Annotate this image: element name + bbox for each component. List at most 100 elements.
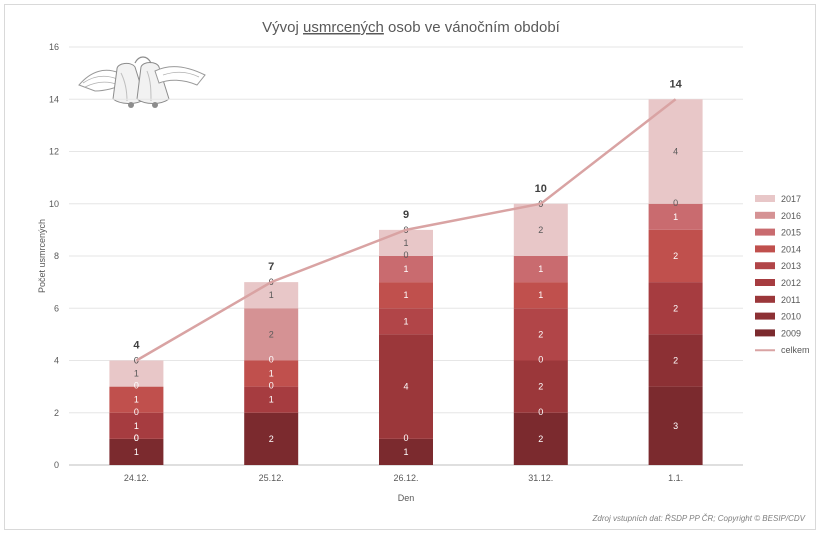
x-tick-label: 31.12. xyxy=(528,473,553,483)
bar-segment-2013 xyxy=(513,308,568,361)
segment-label: 1 xyxy=(134,421,139,431)
total-label: 4 xyxy=(133,340,140,352)
chart-title-part: Vývoj xyxy=(262,19,303,36)
segment-label: 1 xyxy=(134,395,139,405)
bar-segment-2009 xyxy=(379,438,433,465)
bar-segment-2015 xyxy=(648,203,703,230)
bar-segment-2017 xyxy=(379,229,433,256)
y-tick-label: 10 xyxy=(49,199,59,209)
segment-label: 1 xyxy=(403,238,408,248)
segment-label: 3 xyxy=(673,421,678,431)
bar-segment-2012 xyxy=(648,282,703,335)
legend-label: 2015 xyxy=(781,228,801,238)
y-tick-label: 2 xyxy=(54,408,59,418)
segment-label: 1 xyxy=(134,369,139,379)
legend-label: 2011 xyxy=(781,295,800,305)
segment-label: 0 xyxy=(538,407,543,417)
segment-label: 1 xyxy=(269,369,274,379)
segment-label: 1 xyxy=(269,290,274,300)
bar-segment-2014 xyxy=(244,360,299,387)
x-tick-label: 1.1. xyxy=(668,473,683,483)
bar-segment-2011 xyxy=(379,334,433,439)
segment-label: 2 xyxy=(673,251,678,261)
legend-swatch xyxy=(755,228,775,236)
chart-title-part: osob ve vánočním období xyxy=(384,19,561,36)
legend-label: 2013 xyxy=(781,261,801,271)
segment-label: 0 xyxy=(269,355,274,365)
segment-label: 1 xyxy=(538,290,543,300)
bar-segment-2009 xyxy=(109,438,164,465)
bar-segment-2016 xyxy=(244,308,299,361)
chart-title-part: usmrcených xyxy=(303,19,384,36)
y-tick-label: 8 xyxy=(54,251,59,261)
legend-label: 2016 xyxy=(781,211,801,221)
segment-label: 4 xyxy=(403,382,408,392)
legend-swatch xyxy=(755,245,775,253)
legend-label: 2010 xyxy=(781,312,801,322)
legend-label: 2009 xyxy=(781,328,801,338)
y-tick-label: 0 xyxy=(54,460,59,470)
total-label: 10 xyxy=(535,183,547,195)
bar-segment-2017 xyxy=(244,282,299,309)
segment-label: 2 xyxy=(538,382,543,392)
legend-label: celkem xyxy=(781,345,810,355)
chart-frame: Vývoj usmrcených osob ve vánočním období… xyxy=(4,4,816,530)
segment-label: 1 xyxy=(673,212,678,222)
legend-label: 2014 xyxy=(781,244,801,254)
legend: 2017 2016 2015 2014 2013 2012 2011 2010 2009 celk… xyxy=(755,194,810,355)
bar-segment-2011 xyxy=(513,360,568,413)
bar-segment-2009 xyxy=(648,386,703,465)
segment-label: 0 xyxy=(403,433,408,443)
bar-segment-2017 xyxy=(648,99,703,204)
christmas-bells-icon xyxy=(78,56,206,108)
legend-swatch xyxy=(755,195,775,202)
segment-label: 0 xyxy=(538,355,543,365)
total-label: 14 xyxy=(669,78,682,90)
bar-segment-2013 xyxy=(379,308,433,335)
segment-label: 0 xyxy=(403,250,408,260)
bar-segment-2009 xyxy=(513,412,568,465)
x-axis-label: Den xyxy=(398,493,415,503)
chart-canvas: Vývoj usmrcených osob ve vánočním období… xyxy=(37,19,810,523)
y-axis-ticks: 0 2 4 6 8 10 12 14 16 xyxy=(49,42,59,470)
segment-label: 1 xyxy=(269,395,274,405)
segment-label: 1 xyxy=(538,264,543,274)
chart-title-group: Vývoj usmrcených osob ve vánočním období xyxy=(262,19,561,36)
bar-segment-2015 xyxy=(379,256,433,283)
segment-label: 2 xyxy=(538,434,543,444)
bar-segment-2014 xyxy=(379,282,433,309)
x-tick-label: 26.12. xyxy=(393,473,418,483)
total-line xyxy=(135,98,677,362)
source-note: Zdroj vstupních dat: ŘSDP PP ČR; Copyrig… xyxy=(592,514,806,523)
segment-label: 1 xyxy=(403,316,408,326)
segment-label: 0 xyxy=(673,198,678,208)
segment-label: 1 xyxy=(134,447,139,457)
bar-segment-2012 xyxy=(109,412,164,439)
segment-label: 2 xyxy=(269,434,274,444)
segment-label: 0 xyxy=(269,381,274,391)
bar-segment-2014 xyxy=(109,386,164,413)
y-tick-label: 4 xyxy=(54,356,59,366)
segment-label: 0 xyxy=(134,433,139,443)
y-tick-label: 6 xyxy=(54,303,59,313)
segment-label: 1 xyxy=(403,290,408,300)
segment-label: 2 xyxy=(269,329,274,339)
legend-swatch xyxy=(755,262,775,270)
y-tick-label: 16 xyxy=(49,42,59,52)
y-tick-label: 14 xyxy=(49,94,59,104)
legend-label: 2017 xyxy=(781,194,801,204)
bar-segment-2014 xyxy=(648,229,703,283)
segment-label: 2 xyxy=(673,303,678,313)
segment-label: 0 xyxy=(134,407,139,417)
legend-swatch xyxy=(755,279,775,286)
x-axis-ticks: 24.12. 25.12. 26.12. 31.12. 1.1. xyxy=(124,473,683,483)
x-tick-label: 24.12. xyxy=(124,473,149,483)
bar-segment-2017 xyxy=(513,203,568,256)
segment-label: 2 xyxy=(673,356,678,366)
total-line-path xyxy=(135,98,677,362)
bar-segment-2009 xyxy=(244,412,299,465)
segment-label: 1 xyxy=(403,447,408,457)
legend-swatch xyxy=(755,211,775,219)
legend-label: 2012 xyxy=(781,278,801,288)
